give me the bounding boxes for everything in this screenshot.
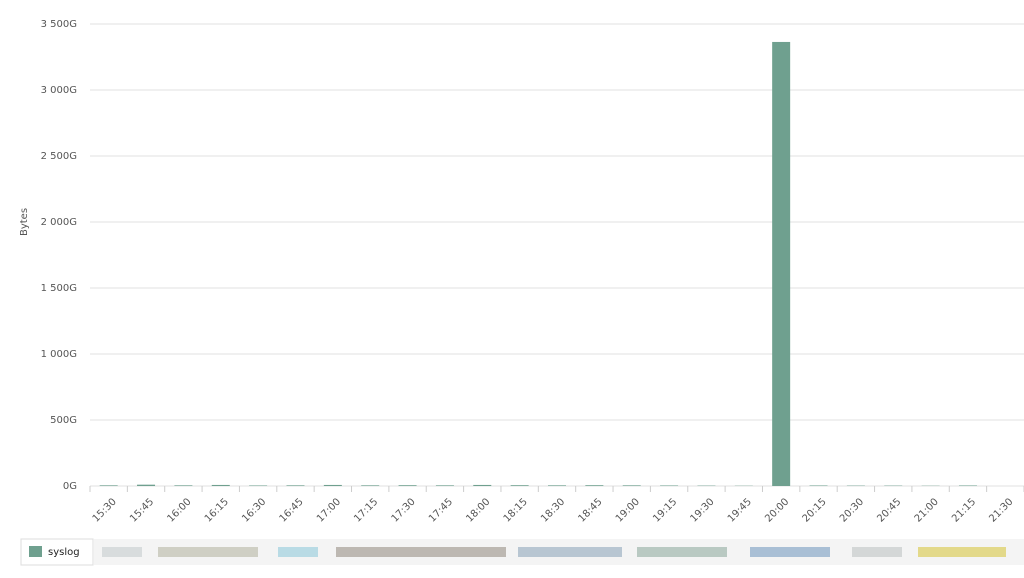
- x-tick-label: 20:00: [763, 496, 791, 524]
- x-tick-label: 18:15: [502, 496, 530, 524]
- bar: [249, 485, 268, 486]
- y-axis-label: Bytes: [19, 208, 30, 236]
- x-tick-label: 19:15: [651, 496, 679, 524]
- y-tick-label: 1 500G: [41, 283, 77, 294]
- y-tick-label: 2 500G: [41, 151, 77, 162]
- blurred-item: [918, 547, 1006, 557]
- blurred-item: [158, 547, 258, 557]
- bar: [435, 485, 454, 486]
- bar: [660, 485, 679, 486]
- y-tick-label: 0G: [63, 481, 77, 492]
- x-tick-label: 15:45: [128, 496, 156, 524]
- y-tick-label: 1 000G: [41, 349, 77, 360]
- y-tick-label: 3 000G: [41, 85, 77, 96]
- bar: [548, 485, 566, 486]
- x-tick-label: 16:45: [278, 496, 306, 524]
- x-tick-label: 19:30: [689, 496, 717, 524]
- x-tick-label: 17:15: [352, 496, 380, 524]
- x-tick-label: 18:30: [539, 496, 567, 524]
- x-tick-label: 17:30: [390, 496, 418, 524]
- x-tick-label: 20:15: [801, 496, 829, 524]
- blurred-item: [637, 547, 727, 557]
- blurred-item: [750, 547, 830, 557]
- bar: [510, 485, 529, 486]
- bar: [398, 485, 417, 486]
- bar: [772, 41, 791, 487]
- bar: [174, 485, 193, 486]
- x-tick-label: 16:30: [240, 496, 268, 524]
- blurred-item: [852, 547, 902, 557]
- bar: [361, 485, 380, 486]
- x-tick-label: 20:30: [838, 496, 866, 524]
- x-tick-label: 18:00: [464, 496, 492, 524]
- blurred-item: [102, 547, 142, 557]
- blurred-item: [518, 547, 622, 557]
- bar: [323, 484, 342, 486]
- bar: [622, 485, 641, 486]
- y-tick-label: 500G: [50, 415, 77, 426]
- x-tick-label: 16:00: [165, 496, 193, 524]
- bar: [286, 485, 305, 486]
- x-tick-label: 19:00: [614, 496, 642, 524]
- y-tick-label: 3 500G: [41, 19, 77, 30]
- y-tick-label: 2 000G: [41, 217, 77, 228]
- bar: [99, 485, 118, 486]
- x-tick-label: 18:45: [576, 496, 604, 524]
- legend-swatch: [29, 546, 42, 557]
- legend: [20, 538, 1024, 566]
- x-tick-label: 17:45: [427, 496, 455, 524]
- bar: [585, 485, 604, 486]
- bar: [137, 484, 156, 486]
- x-tick-label: 17:00: [315, 496, 343, 524]
- bar: [958, 485, 977, 486]
- bar: [809, 485, 828, 486]
- x-tick-label: 21:00: [913, 496, 941, 524]
- legend-label: syslog: [48, 547, 80, 558]
- x-tick-label: 21:30: [987, 496, 1015, 524]
- x-tick-label: 15:30: [91, 496, 119, 524]
- x-tick-label: 21:15: [950, 496, 978, 524]
- blurred-item: [336, 547, 506, 557]
- bar: [473, 484, 492, 486]
- blurred-item: [278, 547, 318, 557]
- bar: [211, 484, 230, 486]
- x-tick-label: 19:45: [726, 496, 754, 524]
- x-tick-label: 20:45: [875, 496, 903, 524]
- x-tick-label: 16:15: [203, 496, 231, 524]
